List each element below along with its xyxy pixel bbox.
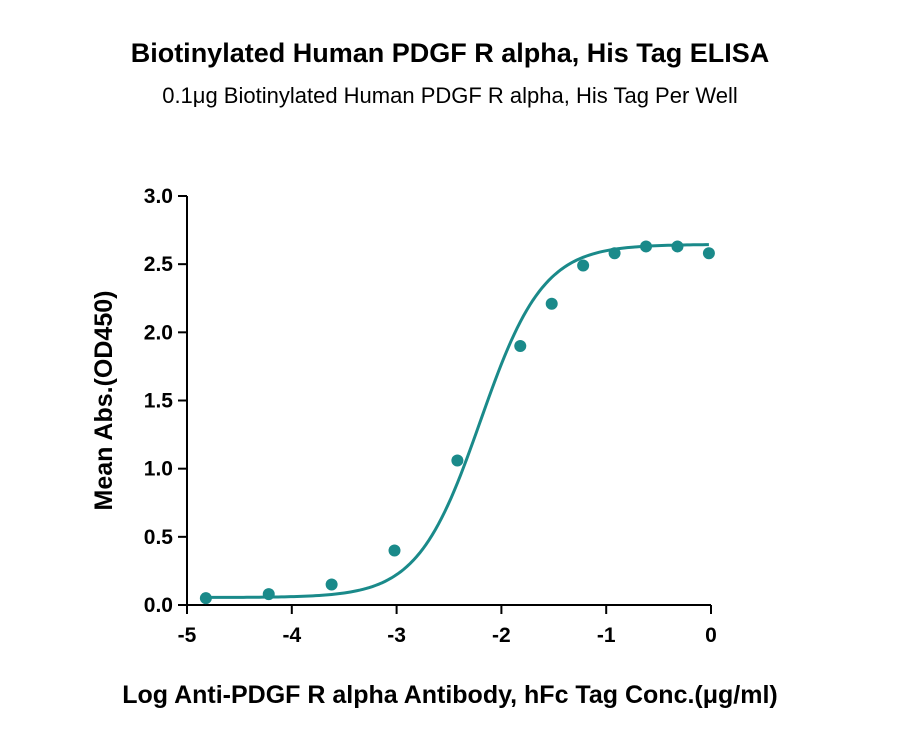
x-tick-label: -5	[178, 624, 197, 647]
data-point	[262, 588, 275, 601]
data-point	[671, 240, 684, 253]
data-point	[388, 544, 401, 557]
y-tick-label: 2.5	[144, 253, 174, 276]
y-tick-label: 3.0	[144, 185, 173, 208]
y-tick-label: 1.0	[144, 458, 173, 481]
data-points	[199, 240, 715, 605]
x-tick-label: 0	[705, 624, 717, 647]
fit-curve	[205, 243, 709, 599]
y-axis-label: Mean Abs.(OD450)	[90, 291, 118, 511]
data-point	[325, 578, 338, 591]
y-tick-label: 2.0	[144, 321, 173, 344]
chart-title: Biotinylated Human PDGF R alpha, His Tag…	[131, 38, 770, 68]
x-tick-label: -2	[492, 624, 511, 647]
y-tick-label: 0.5	[144, 526, 174, 549]
x-tick-label: -1	[597, 624, 616, 647]
data-point	[545, 297, 558, 310]
y-tick-label: 0.0	[144, 594, 173, 617]
data-point	[451, 454, 464, 467]
data-point	[640, 240, 653, 253]
data-point	[514, 339, 527, 352]
x-axis-label: Log Anti-PDGF R alpha Antibody, hFc Tag …	[122, 681, 778, 709]
y-tick-label: 1.5	[144, 390, 174, 413]
chart-axes	[186, 196, 711, 606]
chart-subtitle: 0.1μg Biotinylated Human PDGF R alpha, H…	[162, 83, 738, 108]
data-point	[199, 592, 212, 605]
data-point	[608, 247, 621, 260]
x-tick-label: -4	[282, 624, 301, 647]
x-tick-label: -3	[387, 624, 406, 647]
data-point	[577, 259, 590, 272]
y-axis-ticks: 0.0 0.5 1.0 1.5 2.0 2.5 3.0	[144, 185, 187, 617]
data-point	[702, 247, 715, 260]
x-axis-ticks: -5 -4 -3 -2 -1 0	[178, 605, 717, 647]
